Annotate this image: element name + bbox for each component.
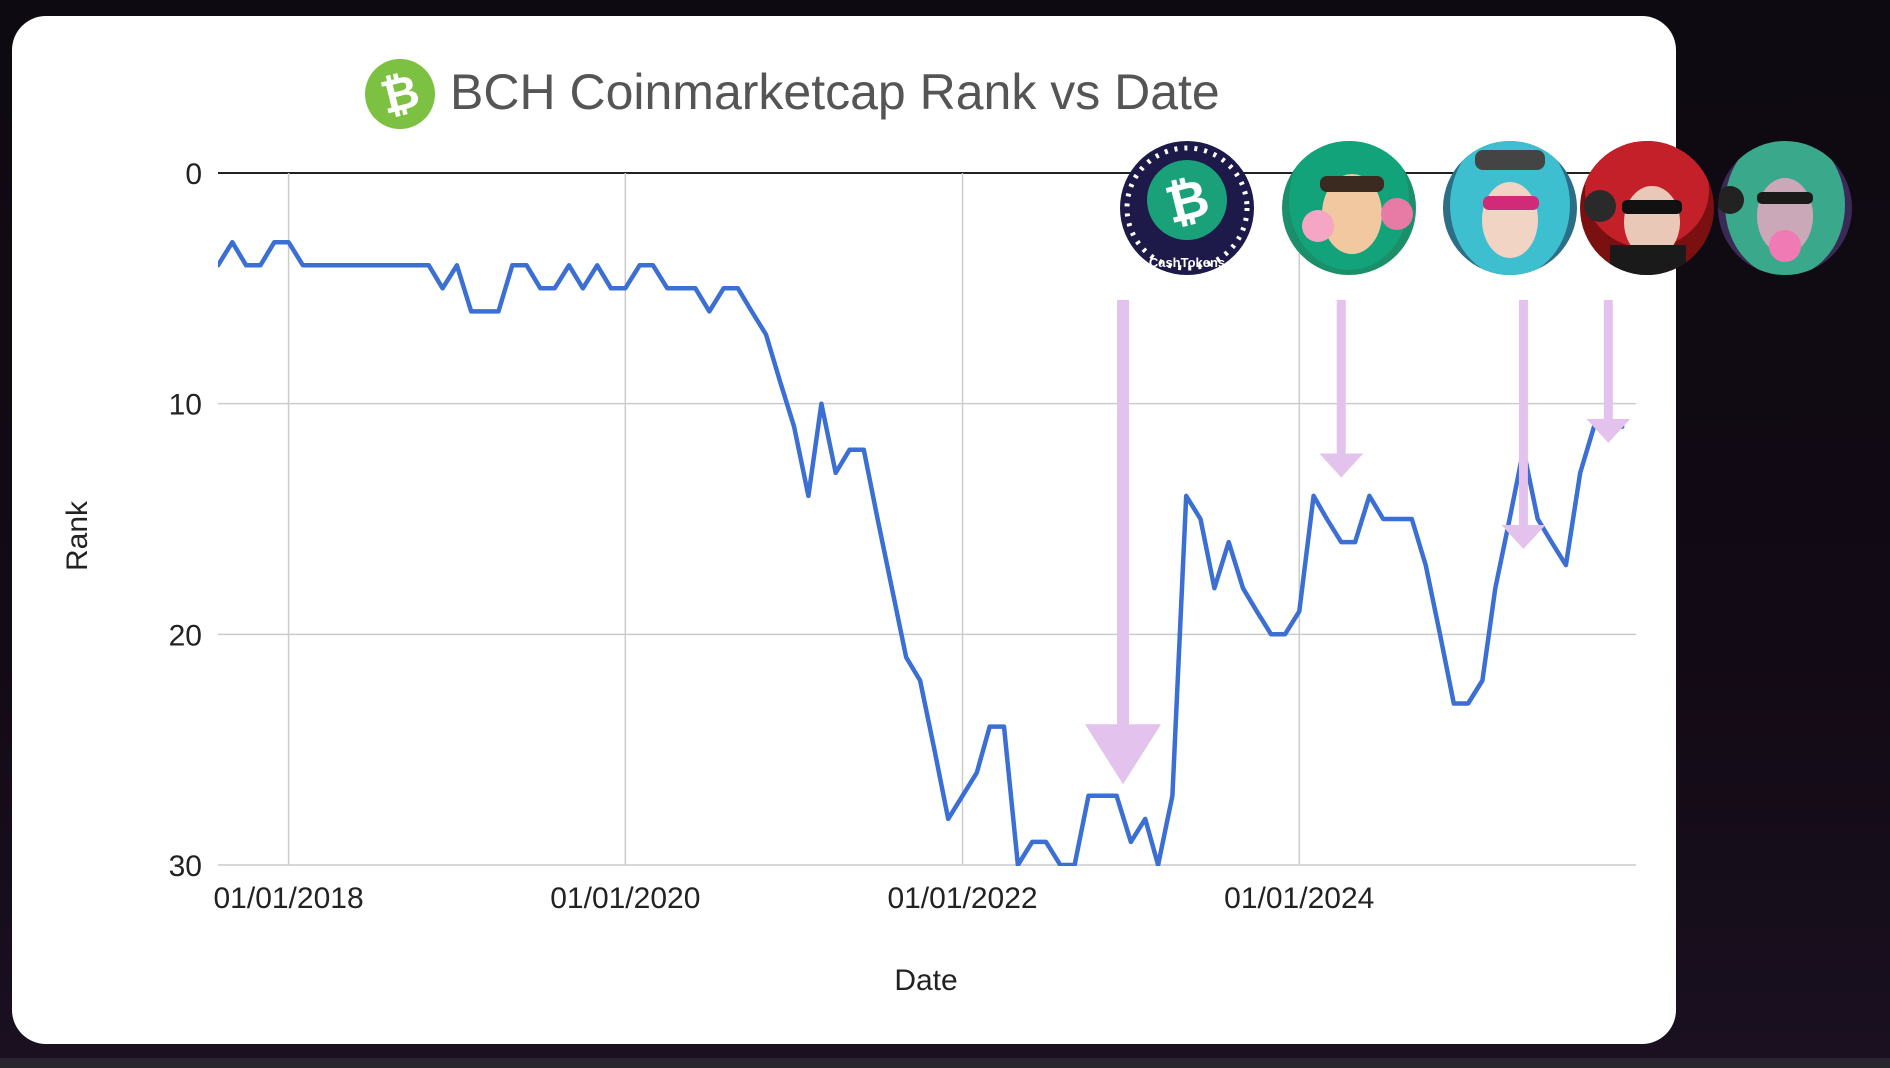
chart-title: ₿ BCH Coinmarketcap Rank vs Date — [365, 59, 1220, 129]
blue-hair-avatar-icon — [1443, 141, 1577, 275]
annotation-arrows — [1085, 299, 1631, 785]
series-line-bch-rank — [218, 239, 1625, 866]
annotation-arrow — [1586, 299, 1631, 443]
green-hair-avatar-icon — [1282, 141, 1416, 275]
y-tick-label: 10 — [169, 389, 202, 422]
x-tick-label: 01/01/2024 — [1224, 882, 1374, 915]
bch-logo-icon: ₿ — [365, 59, 435, 129]
badge-label: CashTokens — [1149, 255, 1225, 270]
annotation-arrow — [1319, 299, 1364, 478]
y-tick-label: 20 — [169, 619, 202, 652]
bubblegum-avatar-icon — [1718, 141, 1852, 275]
cashtokens-badge-icon: ₿ CashTokens — [1120, 141, 1254, 275]
y-tick-label: 30 — [169, 850, 202, 883]
x-tick-labels: 01/01/2018 01/01/2020 01/01/2022 01/01/2024 — [213, 882, 1374, 915]
x-tick-label: 01/01/2018 — [213, 882, 363, 915]
annotation-arrow — [1501, 299, 1546, 549]
chart-title-text: BCH Coinmarketcap Rank vs Date — [450, 64, 1220, 120]
bottom-strip — [0, 1058, 1890, 1068]
y-axis-label: Rank — [61, 500, 94, 571]
series-points — [217, 242, 1623, 866]
red-hair-avatar-icon — [1580, 141, 1714, 275]
y-tick-label: 0 — [185, 158, 202, 191]
annotation-arrow — [1085, 299, 1162, 785]
x-tick-label: 01/01/2022 — [887, 882, 1037, 915]
gridlines — [218, 172, 1636, 866]
x-axis-label: Date — [894, 964, 957, 997]
x-tick-label: 01/01/2020 — [550, 882, 700, 915]
y-tick-labels: 0 10 20 30 — [169, 158, 202, 883]
